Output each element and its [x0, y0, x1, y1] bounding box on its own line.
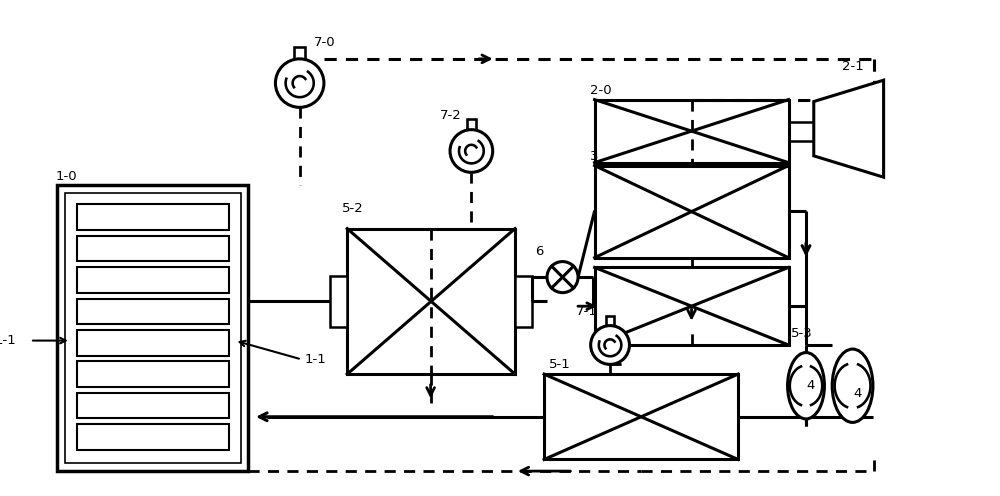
Bar [595, 166, 789, 258]
Bar [77, 299, 229, 324]
Polygon shape [814, 80, 884, 177]
Bar [544, 374, 738, 459]
Circle shape [591, 325, 629, 365]
Text: 5-1: 5-1 [549, 358, 571, 371]
Bar [606, 316, 614, 325]
Text: 2-0: 2-0 [590, 84, 611, 97]
Bar [347, 229, 515, 374]
Text: 4: 4 [853, 387, 862, 400]
Text: 1-1: 1-1 [305, 353, 326, 366]
Text: 7-1: 7-1 [576, 305, 598, 318]
Text: 2-1: 2-1 [842, 61, 863, 73]
Bar [515, 276, 532, 327]
Text: 1-1: 1-1 [0, 334, 16, 347]
Circle shape [547, 261, 578, 293]
Bar [294, 47, 305, 59]
Text: 6: 6 [535, 245, 544, 258]
Bar [57, 185, 248, 471]
Ellipse shape [788, 353, 824, 419]
Bar [467, 119, 476, 129]
Circle shape [450, 129, 493, 172]
Text: 4: 4 [807, 379, 815, 392]
Bar [77, 362, 229, 387]
Bar [595, 267, 789, 345]
Circle shape [275, 59, 324, 107]
Ellipse shape [832, 349, 873, 423]
Bar [77, 267, 229, 293]
Bar [77, 393, 229, 418]
Text: 3: 3 [590, 150, 598, 163]
Bar [595, 100, 789, 163]
Text: 7-0: 7-0 [314, 36, 336, 49]
Bar [77, 204, 229, 230]
Text: 5-3: 5-3 [790, 327, 812, 340]
Bar [77, 330, 229, 356]
Bar [77, 236, 229, 261]
Bar [330, 276, 347, 327]
Text: 7-2: 7-2 [440, 109, 462, 122]
Text: 1-0: 1-0 [55, 170, 77, 183]
Text: 5-2: 5-2 [342, 202, 364, 215]
Bar [77, 424, 229, 450]
Bar [65, 193, 241, 463]
